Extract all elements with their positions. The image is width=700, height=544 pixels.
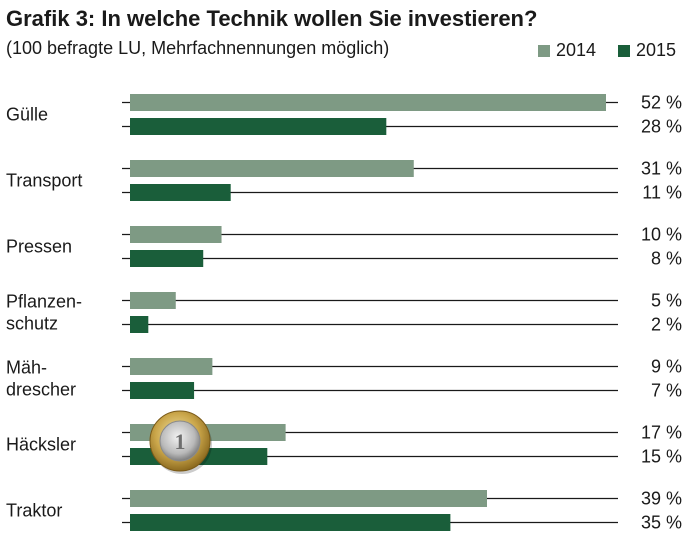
value-label-2015-3: 2 % bbox=[651, 315, 682, 335]
value-label-2015-0: 28 % bbox=[641, 117, 682, 137]
chart-title: Grafik 3: In welche Technik wollen Sie i… bbox=[6, 6, 538, 31]
category-label-3: Pflanzen- bbox=[6, 292, 82, 312]
bar-2014-6 bbox=[130, 490, 487, 507]
value-label-2015-5: 15 % bbox=[641, 447, 682, 467]
bar-2015-6 bbox=[130, 514, 451, 531]
bar-2014-1 bbox=[130, 160, 414, 177]
value-label-2015-4: 7 % bbox=[651, 381, 682, 401]
value-label-2014-6: 39 % bbox=[641, 489, 682, 509]
bar-2014-3 bbox=[130, 292, 176, 309]
legend-swatch-2014 bbox=[538, 44, 550, 57]
legend-label-2015: 2015 bbox=[636, 40, 677, 60]
value-label-2014-4: 9 % bbox=[651, 357, 682, 377]
category-label-3: schutz bbox=[6, 314, 58, 334]
category-label-4: drescher bbox=[6, 380, 76, 400]
svg-text:1: 1 bbox=[175, 429, 186, 454]
legend-label-2014: 2014 bbox=[556, 40, 597, 60]
bar-2014-2 bbox=[130, 226, 222, 243]
euro-coin-icon: 1 bbox=[149, 410, 212, 474]
bar-2014-0 bbox=[130, 94, 606, 111]
category-label-1: Transport bbox=[6, 171, 82, 191]
bar-2015-2 bbox=[130, 250, 204, 267]
category-label-0: Gülle bbox=[6, 105, 48, 125]
value-label-2015-1: 11 % bbox=[642, 183, 682, 203]
legend-swatch-2015 bbox=[618, 44, 630, 57]
value-label-2014-2: 10 % bbox=[641, 225, 682, 245]
bar-2015-0 bbox=[130, 118, 387, 135]
value-label-2014-3: 5 % bbox=[651, 291, 682, 311]
category-label-4: Mäh- bbox=[6, 358, 47, 378]
category-label-2: Pressen bbox=[6, 237, 72, 257]
legend-item-2015: 2015 bbox=[618, 40, 676, 61]
category-label-5: Häcksler bbox=[6, 435, 76, 455]
bar-2015-3 bbox=[130, 316, 149, 333]
value-label-2014-1: 31 % bbox=[641, 159, 682, 179]
bar-2014-4 bbox=[130, 358, 213, 375]
category-label-6: Traktor bbox=[6, 501, 62, 521]
chart-subtitle: (100 befragte LU, Mehrfachnennungen mögl… bbox=[6, 38, 390, 58]
value-label-2015-6: 35 % bbox=[641, 513, 682, 533]
bar-2015-4 bbox=[130, 382, 195, 399]
value-label-2014-0: 52 % bbox=[641, 93, 682, 113]
bar-2015-1 bbox=[130, 184, 231, 201]
value-label-2014-5: 17 % bbox=[641, 423, 682, 443]
value-label-2015-2: 8 % bbox=[651, 249, 682, 269]
legend-item-2014: 2014 bbox=[538, 40, 596, 61]
